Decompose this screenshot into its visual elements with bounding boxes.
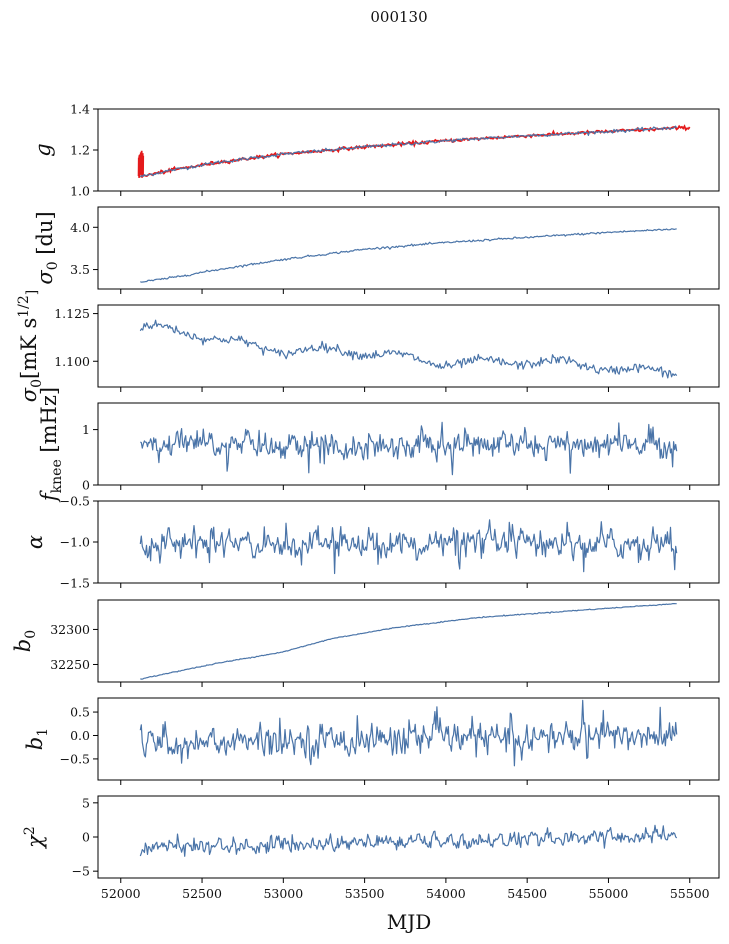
ytick-label-fknee-1: 1 — [82, 422, 90, 437]
y-axis-label-fknee: fknee [mHz] — [37, 387, 65, 503]
axes-frame-sigma0_du — [97, 206, 720, 290]
ytick-label-sigma0_mK-1: 1.125 — [54, 306, 90, 321]
ytick-label-alpha-1: −1.0 — [60, 535, 90, 550]
y-axis-label-b1: b1 — [23, 728, 51, 750]
xtick-label-7: 55500 — [670, 886, 710, 901]
series-sigma0_mK — [139, 319, 678, 379]
series-g-spike — [137, 150, 145, 178]
axes-frame-b0 — [97, 599, 720, 683]
ytick-label-chi2-2: 5 — [82, 795, 90, 810]
series-g — [139, 125, 678, 178]
series-b1 — [139, 699, 678, 767]
panel-chi2: −5 0 5 52000 52500 53000 53500 54000 54500 55000 5… — [22, 795, 720, 901]
ytick-label-sigma0_du-0: 3.5 — [70, 262, 90, 277]
xtick-label-4: 54000 — [426, 886, 466, 901]
y-axis-label-chi2: χ2 — [22, 826, 47, 850]
y-axis-label-sigma0_du: σ0 [du] — [33, 211, 61, 284]
y-axis-label-b0: b0 — [11, 630, 39, 652]
y-axis-label-alpha: α — [23, 535, 47, 549]
series-fknee — [140, 421, 678, 476]
ytick-label-fknee-0: 0 — [82, 478, 90, 493]
ytick-label-alpha-0: −1.5 — [60, 576, 90, 591]
panel-g: 1.0 1.2 1.4 g — [31, 102, 720, 199]
xtick-label-0: 52000 — [101, 886, 141, 901]
x-axis-label: MJD — [387, 910, 432, 934]
xtick-label-6: 55000 — [589, 886, 629, 901]
ytick-label-g-2: 1.4 — [70, 102, 90, 117]
y-axis-label-sigma0_mK: σ0[mK s1/2] — [16, 290, 45, 403]
ytick-label-b1-2: 0.5 — [70, 705, 90, 720]
series-alpha — [139, 519, 678, 575]
ytick-label-g-0: 1.0 — [70, 184, 90, 199]
ytick-label-g-1: 1.2 — [70, 143, 90, 158]
ytick-label-b0-1: 32300 — [50, 622, 90, 637]
series-g-overlay — [140, 124, 691, 178]
ytick-label-sigma0_du-1: 4.0 — [70, 220, 90, 235]
axes-frame-fknee — [97, 402, 720, 486]
panel-sigma0_mK: 1.100 1.125 σ0[mK s1/2] — [16, 290, 720, 403]
xtick-label-5: 54500 — [507, 886, 547, 901]
series-chi2 — [139, 824, 678, 857]
axes-frame-sigma0_mK — [97, 304, 720, 388]
ytick-label-sigma0_mK-0: 1.100 — [54, 354, 90, 369]
xtick-label-1: 52500 — [182, 886, 222, 901]
figure-title: 000130 — [370, 8, 427, 26]
ytick-label-chi2-1: 0 — [82, 830, 90, 845]
ytick-label-alpha-2: −0.5 — [60, 494, 90, 509]
series-sigma0_du — [140, 228, 677, 283]
panel-alpha: −1.5 −1.0 −0.5 α — [23, 494, 720, 591]
panels-container: 1.0 1.2 1.4 g 3.5 4.0 σ0 [du] 1.100 1.125 σ0[mK s… — [11, 102, 720, 901]
ytick-label-chi2-0: −5 — [72, 864, 90, 879]
series-b0 — [140, 603, 677, 680]
xtick-label-3: 53500 — [345, 886, 385, 901]
panel-b0: 32250 32300 b0 — [11, 599, 720, 687]
axes-frame-b1 — [97, 697, 720, 781]
panel-sigma0_du: 3.5 4.0 σ0 [du] — [33, 206, 720, 294]
panel-fknee: 0 1 fknee [mHz] — [37, 387, 720, 503]
ytick-label-b1-1: 0.0 — [70, 728, 90, 743]
ytick-label-b0-0: 32250 — [50, 657, 90, 672]
xtick-label-2: 53000 — [263, 886, 303, 901]
panel-b1: −0.5 0.0 0.5 b1 — [23, 697, 720, 785]
ytick-label-b1-0: −0.5 — [60, 751, 90, 766]
y-axis-label-g: g — [31, 143, 55, 156]
axes-frame-g — [97, 108, 720, 192]
